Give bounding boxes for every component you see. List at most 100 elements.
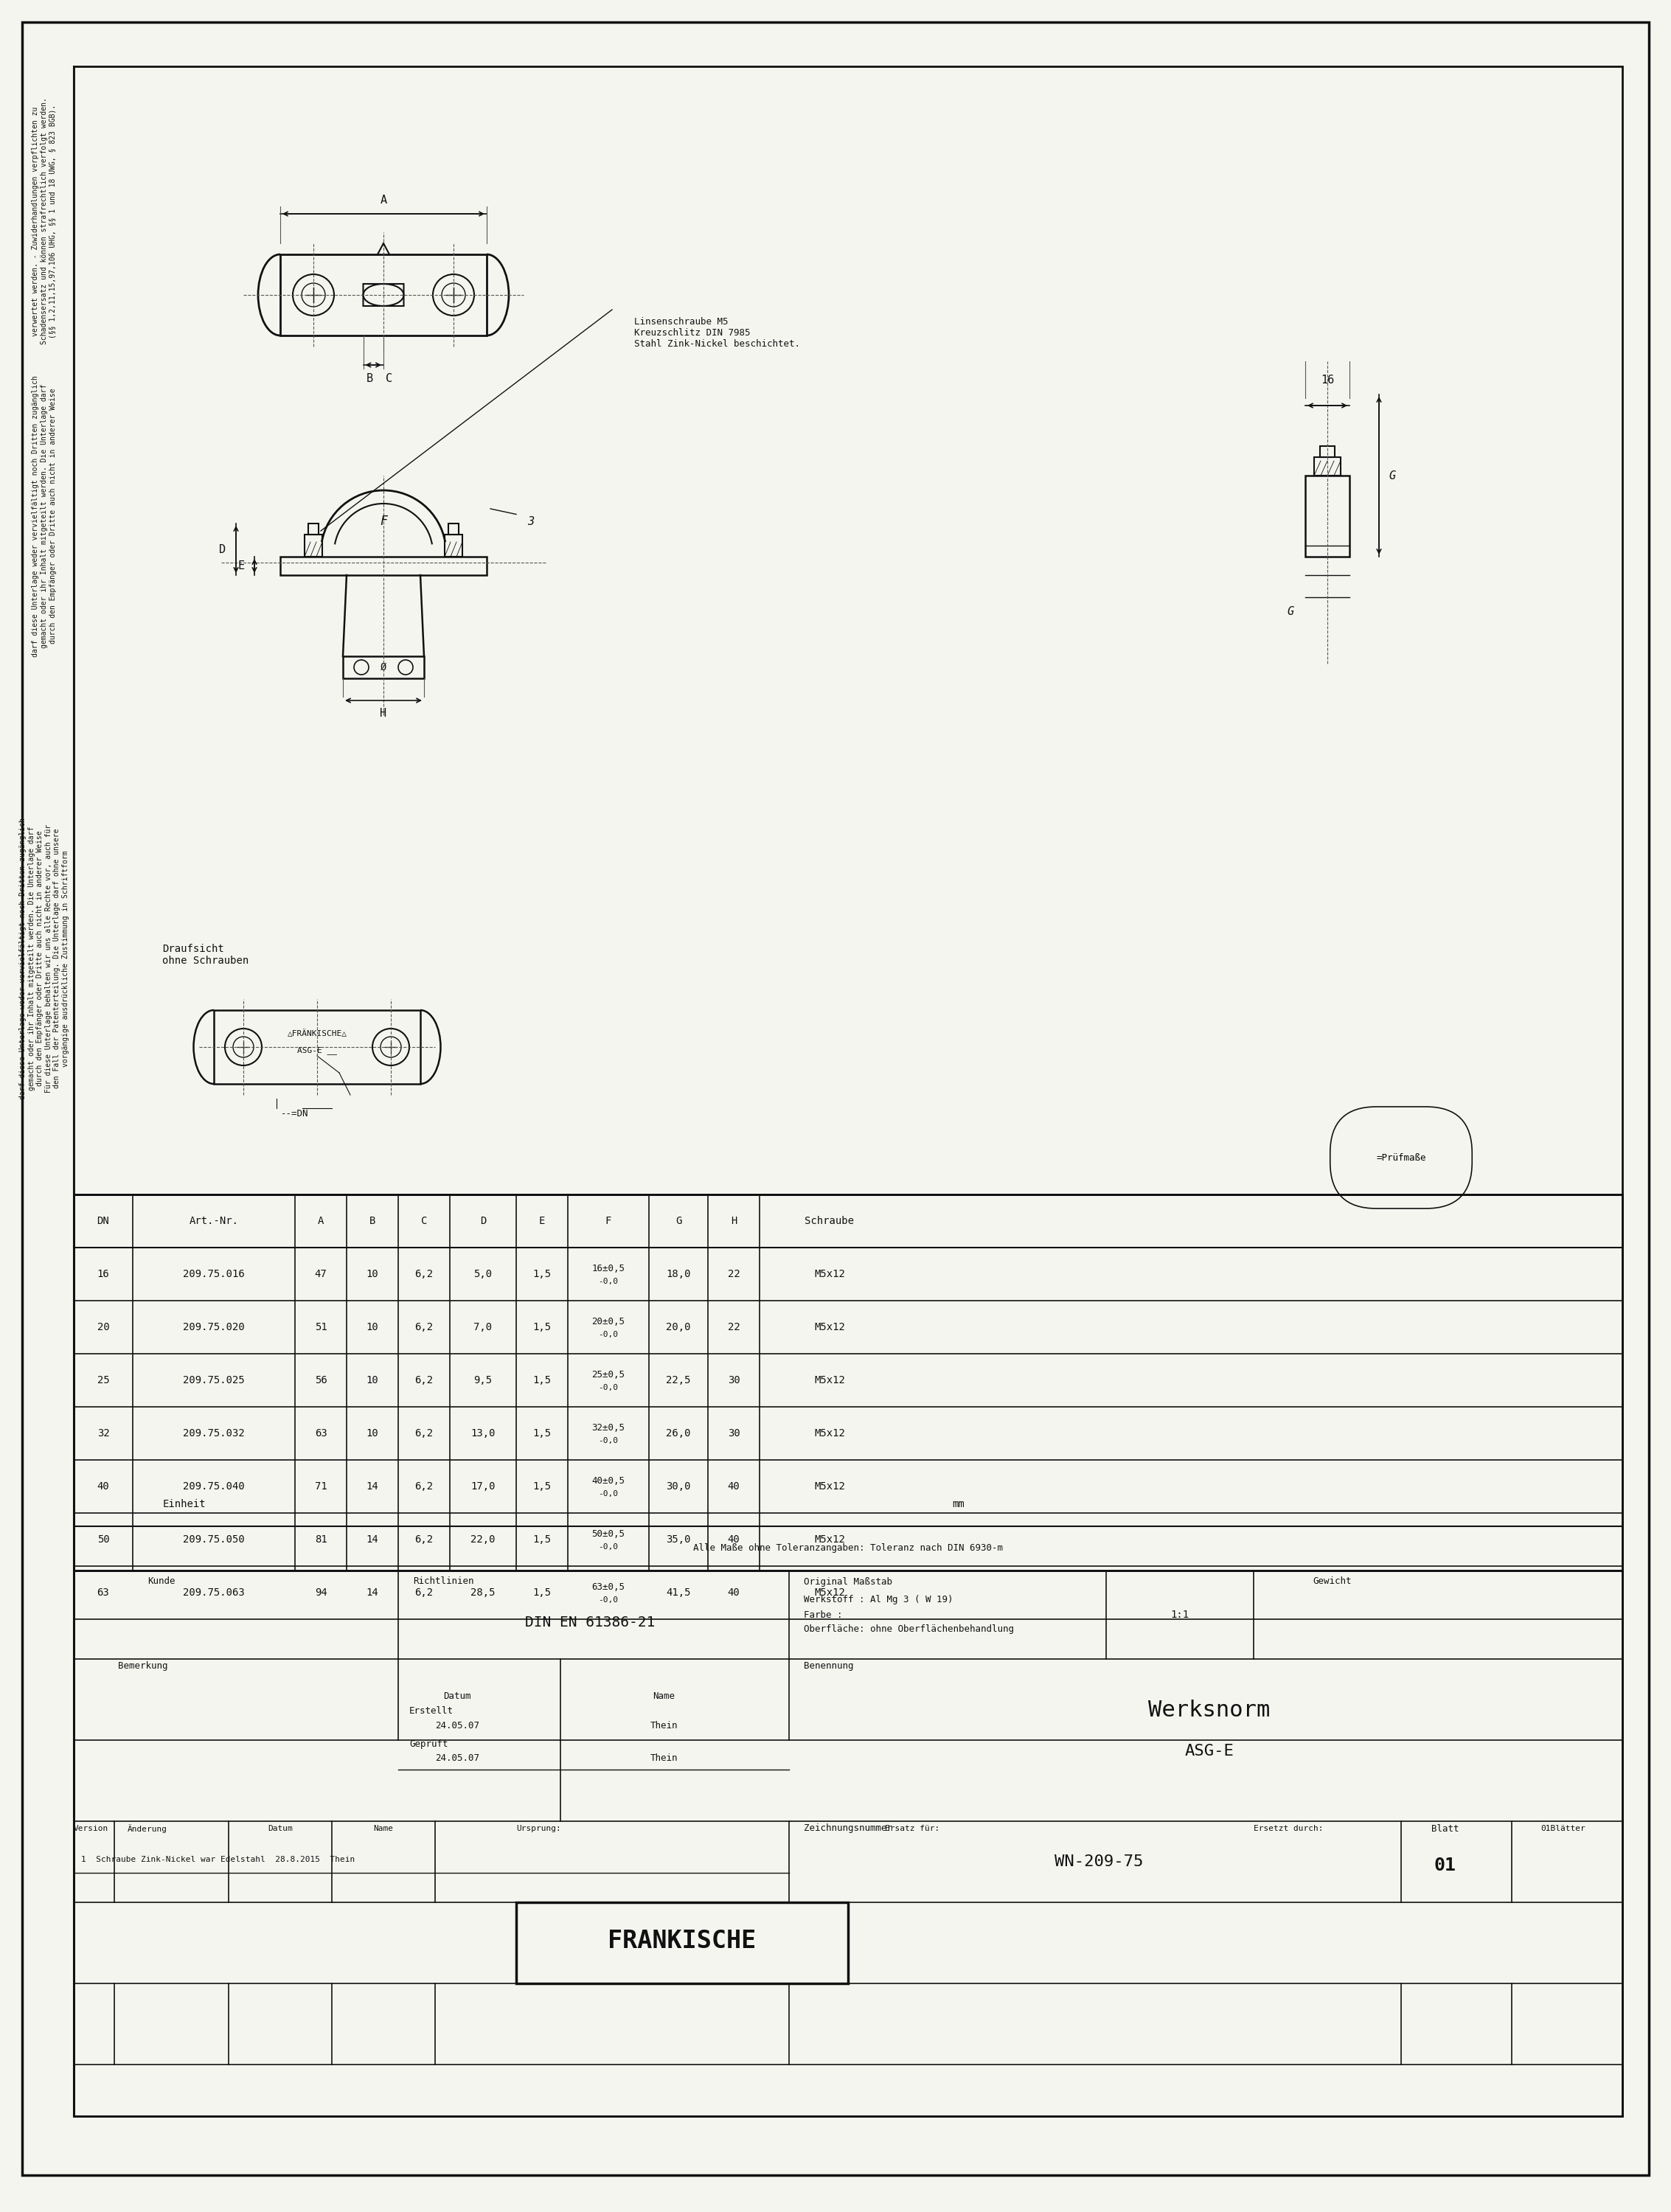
Text: Benennung: Benennung: [804, 1661, 854, 1672]
Text: darf diese Unterlage weder vervielfältigt noch Dritten zugänglich
gemacht oder i: darf diese Unterlage weder vervielfältig…: [32, 376, 57, 657]
Text: 81: 81: [314, 1535, 328, 1544]
Bar: [448, 524, 458, 535]
Text: 20,0: 20,0: [667, 1323, 690, 1332]
Text: 209.75.040: 209.75.040: [182, 1482, 244, 1491]
Text: 1:1: 1:1: [1171, 1610, 1190, 1619]
Text: Erstellt: Erstellt: [409, 1705, 453, 1717]
Bar: [1313, 458, 1340, 476]
Text: 32: 32: [97, 1429, 109, 1438]
Text: FRANKISCHE: FRANKISCHE: [608, 1929, 757, 1953]
Text: 01Blätter: 01Blätter: [1541, 1825, 1586, 1832]
Text: 56: 56: [314, 1376, 328, 1385]
Text: 6,2: 6,2: [414, 1270, 433, 1279]
Text: M5x12: M5x12: [814, 1535, 846, 1544]
Text: 41,5: 41,5: [667, 1588, 690, 1597]
Text: 32±0,5: 32±0,5: [592, 1422, 625, 1433]
Text: 26,0: 26,0: [667, 1429, 690, 1438]
Text: 16±0,5: 16±0,5: [592, 1263, 625, 1274]
Text: 6,2: 6,2: [414, 1376, 433, 1385]
Text: 6,2: 6,2: [414, 1588, 433, 1597]
Bar: [307, 524, 319, 535]
Text: 30,0: 30,0: [667, 1482, 690, 1491]
Bar: [343, 657, 424, 679]
Text: ASG-E: ASG-E: [1185, 1743, 1233, 1759]
Text: 1,5: 1,5: [533, 1270, 551, 1279]
Text: 22,0: 22,0: [471, 1535, 495, 1544]
Text: 209.75.050: 209.75.050: [182, 1535, 244, 1544]
Text: G: G: [1287, 606, 1293, 617]
Text: 10: 10: [366, 1429, 379, 1438]
Text: 40: 40: [727, 1535, 740, 1544]
Text: 50: 50: [97, 1535, 109, 1544]
Text: M5x12: M5x12: [814, 1323, 846, 1332]
Text: Einheit: Einheit: [162, 1500, 206, 1509]
Text: 5,0: 5,0: [475, 1270, 493, 1279]
Text: 50±0,5: 50±0,5: [592, 1528, 625, 1540]
Text: 7,0: 7,0: [475, 1323, 493, 1332]
Text: 35,0: 35,0: [667, 1535, 690, 1544]
Text: 6,2: 6,2: [414, 1323, 433, 1332]
Text: -0,0: -0,0: [598, 1544, 618, 1551]
Text: 1,5: 1,5: [533, 1535, 551, 1544]
Text: △FRÄNKISCHE△: △FRÄNKISCHE△: [287, 1031, 348, 1037]
Text: Blatt: Blatt: [1432, 1823, 1459, 1834]
Text: -0,0: -0,0: [598, 1438, 618, 1444]
Text: 22: 22: [727, 1270, 740, 1279]
Text: M5x12: M5x12: [814, 1588, 846, 1597]
Text: 25±0,5: 25±0,5: [592, 1369, 625, 1380]
Text: 14: 14: [366, 1482, 379, 1491]
Text: F: F: [605, 1217, 612, 1225]
Text: D: D: [219, 544, 226, 555]
Bar: [1320, 447, 1335, 458]
Text: 209.75.020: 209.75.020: [182, 1323, 244, 1332]
Text: Oberfläche: ohne Oberflächenbehandlung: Oberfläche: ohne Oberflächenbehandlung: [804, 1624, 1014, 1635]
Text: Änderung: Änderung: [127, 1825, 167, 1834]
Text: 51: 51: [314, 1323, 328, 1332]
Text: Version: Version: [74, 1825, 109, 1832]
Text: 13,0: 13,0: [471, 1429, 495, 1438]
Text: 63: 63: [97, 1588, 109, 1597]
Bar: [1305, 476, 1350, 557]
Text: Original Maßstab: Original Maßstab: [804, 1577, 892, 1586]
Text: C: C: [386, 372, 393, 385]
Text: Farbe :: Farbe :: [804, 1610, 842, 1619]
Text: 24.05.07: 24.05.07: [434, 1754, 480, 1763]
Text: G: G: [1389, 471, 1395, 482]
Text: M5x12: M5x12: [814, 1270, 846, 1279]
Text: -0,0: -0,0: [598, 1385, 618, 1391]
Text: Art.-Nr.: Art.-Nr.: [189, 1217, 239, 1225]
Text: 94: 94: [314, 1588, 328, 1597]
Text: A: A: [379, 195, 386, 206]
Text: darf diese Unterlage weder vervielfältigt noch Dritten zugänglich
gemacht oder i: darf diese Unterlage weder vervielfältig…: [18, 818, 69, 1099]
Text: 25: 25: [97, 1376, 109, 1385]
Bar: [304, 535, 323, 557]
Text: Ursprung:: Ursprung:: [516, 1825, 561, 1832]
Text: 40: 40: [727, 1588, 740, 1597]
Text: 1,5: 1,5: [533, 1323, 551, 1332]
Text: 20: 20: [97, 1323, 109, 1332]
Text: Linsenschraube M5
Kreuzschlitz DIN 7985
Stahl Zink-Nickel beschichtet.: Linsenschraube M5 Kreuzschlitz DIN 7985 …: [635, 316, 800, 349]
Text: 6,2: 6,2: [414, 1429, 433, 1438]
Text: 6,2: 6,2: [414, 1482, 433, 1491]
Text: 20±0,5: 20±0,5: [592, 1316, 625, 1327]
Text: 28,5: 28,5: [471, 1588, 495, 1597]
Text: verwertet werden. - Zuwiderhandlungen verpflichten zu
Schadensersatz und können : verwertet werden. - Zuwiderhandlungen ve…: [32, 97, 57, 345]
Bar: [444, 535, 463, 557]
Text: Ersatz für:: Ersatz für:: [886, 1825, 939, 1832]
Text: F: F: [379, 515, 388, 529]
Bar: [74, 1194, 1623, 1571]
Text: --=DN: --=DN: [281, 1108, 309, 1119]
Text: 17,0: 17,0: [471, 1482, 495, 1491]
Text: 6,2: 6,2: [414, 1535, 433, 1544]
Text: 1  Schraube Zink-Nickel war Edelstahl  28.8.2015  Thein: 1 Schraube Zink-Nickel war Edelstahl 28.…: [82, 1856, 354, 1863]
Text: M5x12: M5x12: [814, 1429, 846, 1438]
Text: 209.75.063: 209.75.063: [182, 1588, 244, 1597]
Text: 18,0: 18,0: [667, 1270, 690, 1279]
Bar: [516, 1902, 849, 1984]
Text: H: H: [379, 708, 386, 719]
Text: Werksnorm: Werksnorm: [1148, 1699, 1270, 1721]
Text: 209.75.016: 209.75.016: [182, 1270, 244, 1279]
Bar: [214, 1011, 421, 1084]
Text: 63: 63: [314, 1429, 328, 1438]
Text: M5x12: M5x12: [814, 1482, 846, 1491]
